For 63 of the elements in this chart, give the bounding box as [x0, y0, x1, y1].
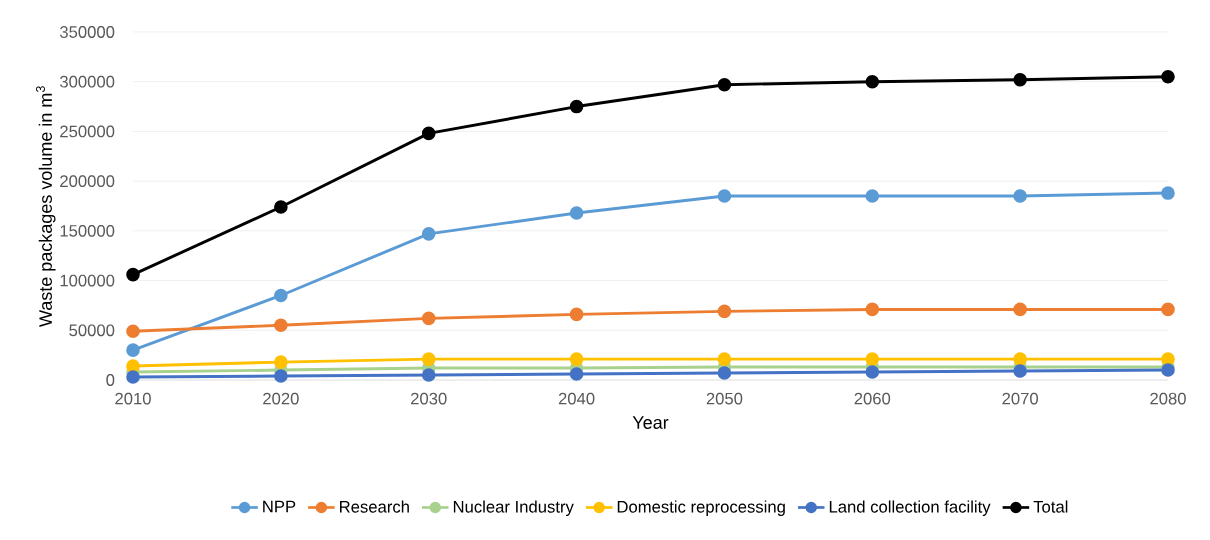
point	[126, 267, 140, 282]
legend-label: Research	[340, 500, 409, 513]
y-tick-label: 300000	[59, 75, 115, 88]
point	[421, 126, 436, 141]
point	[126, 370, 140, 384]
x-tick-label: 2030	[411, 392, 447, 405]
point	[274, 318, 288, 333]
point	[421, 227, 436, 241]
point	[865, 302, 880, 317]
point	[865, 352, 880, 366]
x-tick-label: 2060	[854, 392, 891, 405]
y-tick-label: 100000	[60, 274, 115, 287]
point	[569, 307, 584, 322]
point	[1013, 189, 1027, 203]
legend-label: NPP	[263, 500, 296, 513]
x-tick-label: 2040	[558, 392, 595, 405]
legend-label: Domestic reprocessing	[617, 500, 785, 516]
x-tick-label: 2050	[706, 392, 743, 405]
y-axis-title: Waste packages volume in m$^{3}$	[36, 86, 56, 327]
point	[1013, 302, 1027, 317]
y-tick-label: 250000	[60, 125, 115, 138]
point	[1161, 186, 1175, 200]
x-tick-label: 2080	[1150, 392, 1186, 405]
point	[274, 355, 288, 369]
legend-label: Land collection facility	[829, 500, 991, 516]
point	[126, 359, 140, 373]
y-tick-label: 0	[106, 374, 115, 386]
point	[717, 352, 732, 366]
point	[421, 352, 436, 366]
point	[126, 324, 140, 339]
x-tick-label: 2070	[1002, 392, 1039, 405]
point	[421, 311, 436, 326]
point	[865, 189, 880, 203]
y-tick-label: 150000	[60, 224, 115, 237]
point	[717, 189, 732, 203]
x-tick-label: 2020	[263, 392, 299, 405]
point	[1013, 364, 1027, 378]
y-tick-label: 50000	[69, 324, 115, 337]
point	[421, 368, 436, 382]
x-axis-title: Year	[632, 416, 669, 429]
point	[569, 352, 584, 366]
y-tick-label: 200000	[60, 175, 115, 188]
point	[1161, 69, 1175, 84]
point	[274, 200, 288, 214]
point	[274, 288, 288, 303]
point	[569, 206, 584, 220]
point	[865, 365, 880, 379]
point	[569, 367, 584, 381]
point	[1013, 72, 1027, 87]
legend-label: Total	[1033, 500, 1068, 513]
y-tick-label: 350000	[59, 26, 115, 38]
point	[1161, 302, 1175, 317]
point	[717, 366, 732, 380]
legend-label: Nuclear Industry	[453, 500, 574, 516]
point	[865, 74, 880, 89]
point	[274, 369, 288, 383]
point	[569, 99, 584, 114]
point	[126, 343, 140, 357]
x-tick-label: 2010	[115, 392, 151, 405]
point	[717, 304, 732, 319]
point	[1013, 352, 1027, 366]
point	[717, 77, 732, 92]
point	[1161, 352, 1175, 366]
